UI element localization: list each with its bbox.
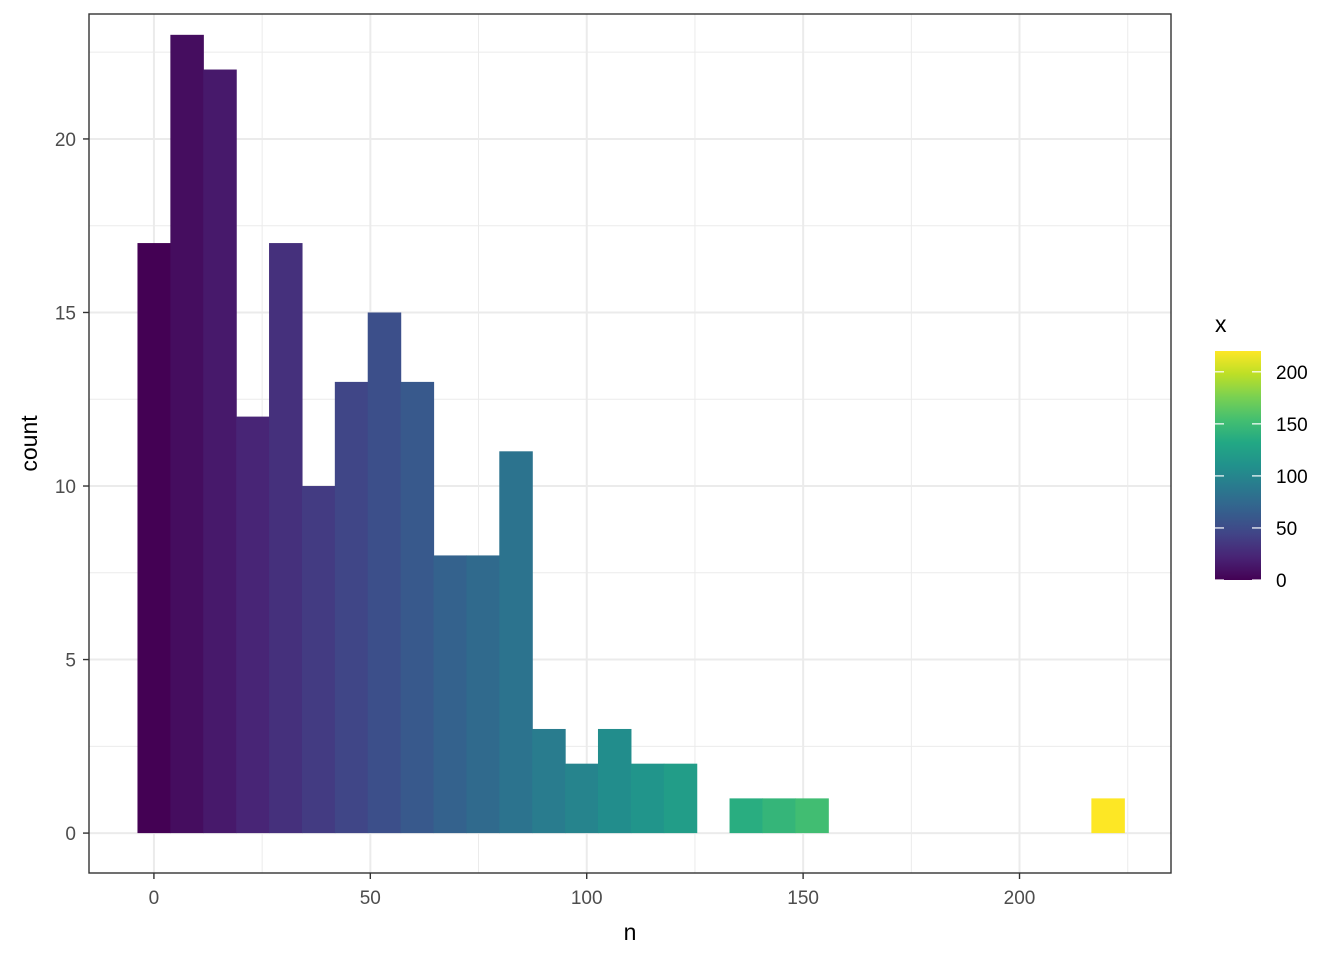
histogram-bar [565,763,599,834]
histogram-bar [729,798,764,834]
x-tick-label: 0 [149,888,160,909]
histogram-bar [1091,798,1125,834]
histogram-bar [137,243,171,834]
histogram-bar [334,381,369,834]
y-axis: 0 5 10 15 20 [55,130,89,845]
x-tick-label: 50 [360,888,381,909]
histogram-bar [367,312,402,834]
color-legend: x 0 50 100 150 200 [1215,311,1308,592]
histogram-bar [762,798,796,834]
x-tick-label: 100 [571,888,603,909]
histogram-bars [137,34,1125,834]
histogram-bar [499,451,533,834]
histogram-bar [301,486,336,834]
legend-tick-label: 50 [1276,519,1297,540]
histogram-bar [433,555,468,834]
x-axis: 0 50 100 150 200 [149,873,1036,909]
y-tick-label: 0 [65,824,76,845]
histogram-bar [236,416,270,834]
y-axis-title: count [16,415,42,472]
histogram-bar [663,763,698,834]
legend-ticks: 0 50 100 150 200 [1215,363,1308,592]
histogram-bar [269,243,303,834]
histogram-bar [203,69,237,834]
histogram-bar [466,555,500,834]
x-tick-label: 150 [787,888,819,909]
histogram-bar [400,381,435,834]
y-tick-label: 20 [55,130,76,151]
legend-title: x [1215,311,1227,337]
y-tick-label: 5 [65,651,76,672]
x-axis-title: n [624,919,637,945]
legend-tick-label: 100 [1276,467,1308,488]
x-tick-label: 200 [1004,888,1036,909]
histogram-bar [795,798,829,834]
y-tick-label: 10 [55,477,76,498]
histogram-bar [597,728,632,834]
legend-tick-label: 200 [1276,363,1308,384]
histogram-bar [532,728,566,834]
legend-tick-label: 0 [1276,571,1287,592]
histogram-bar [170,34,204,834]
panel-border [88,13,1172,874]
legend-tick-label: 150 [1276,415,1308,436]
y-tick-label: 15 [55,303,76,324]
legend-colorbar [1215,351,1261,580]
histogram-bar [630,763,665,834]
